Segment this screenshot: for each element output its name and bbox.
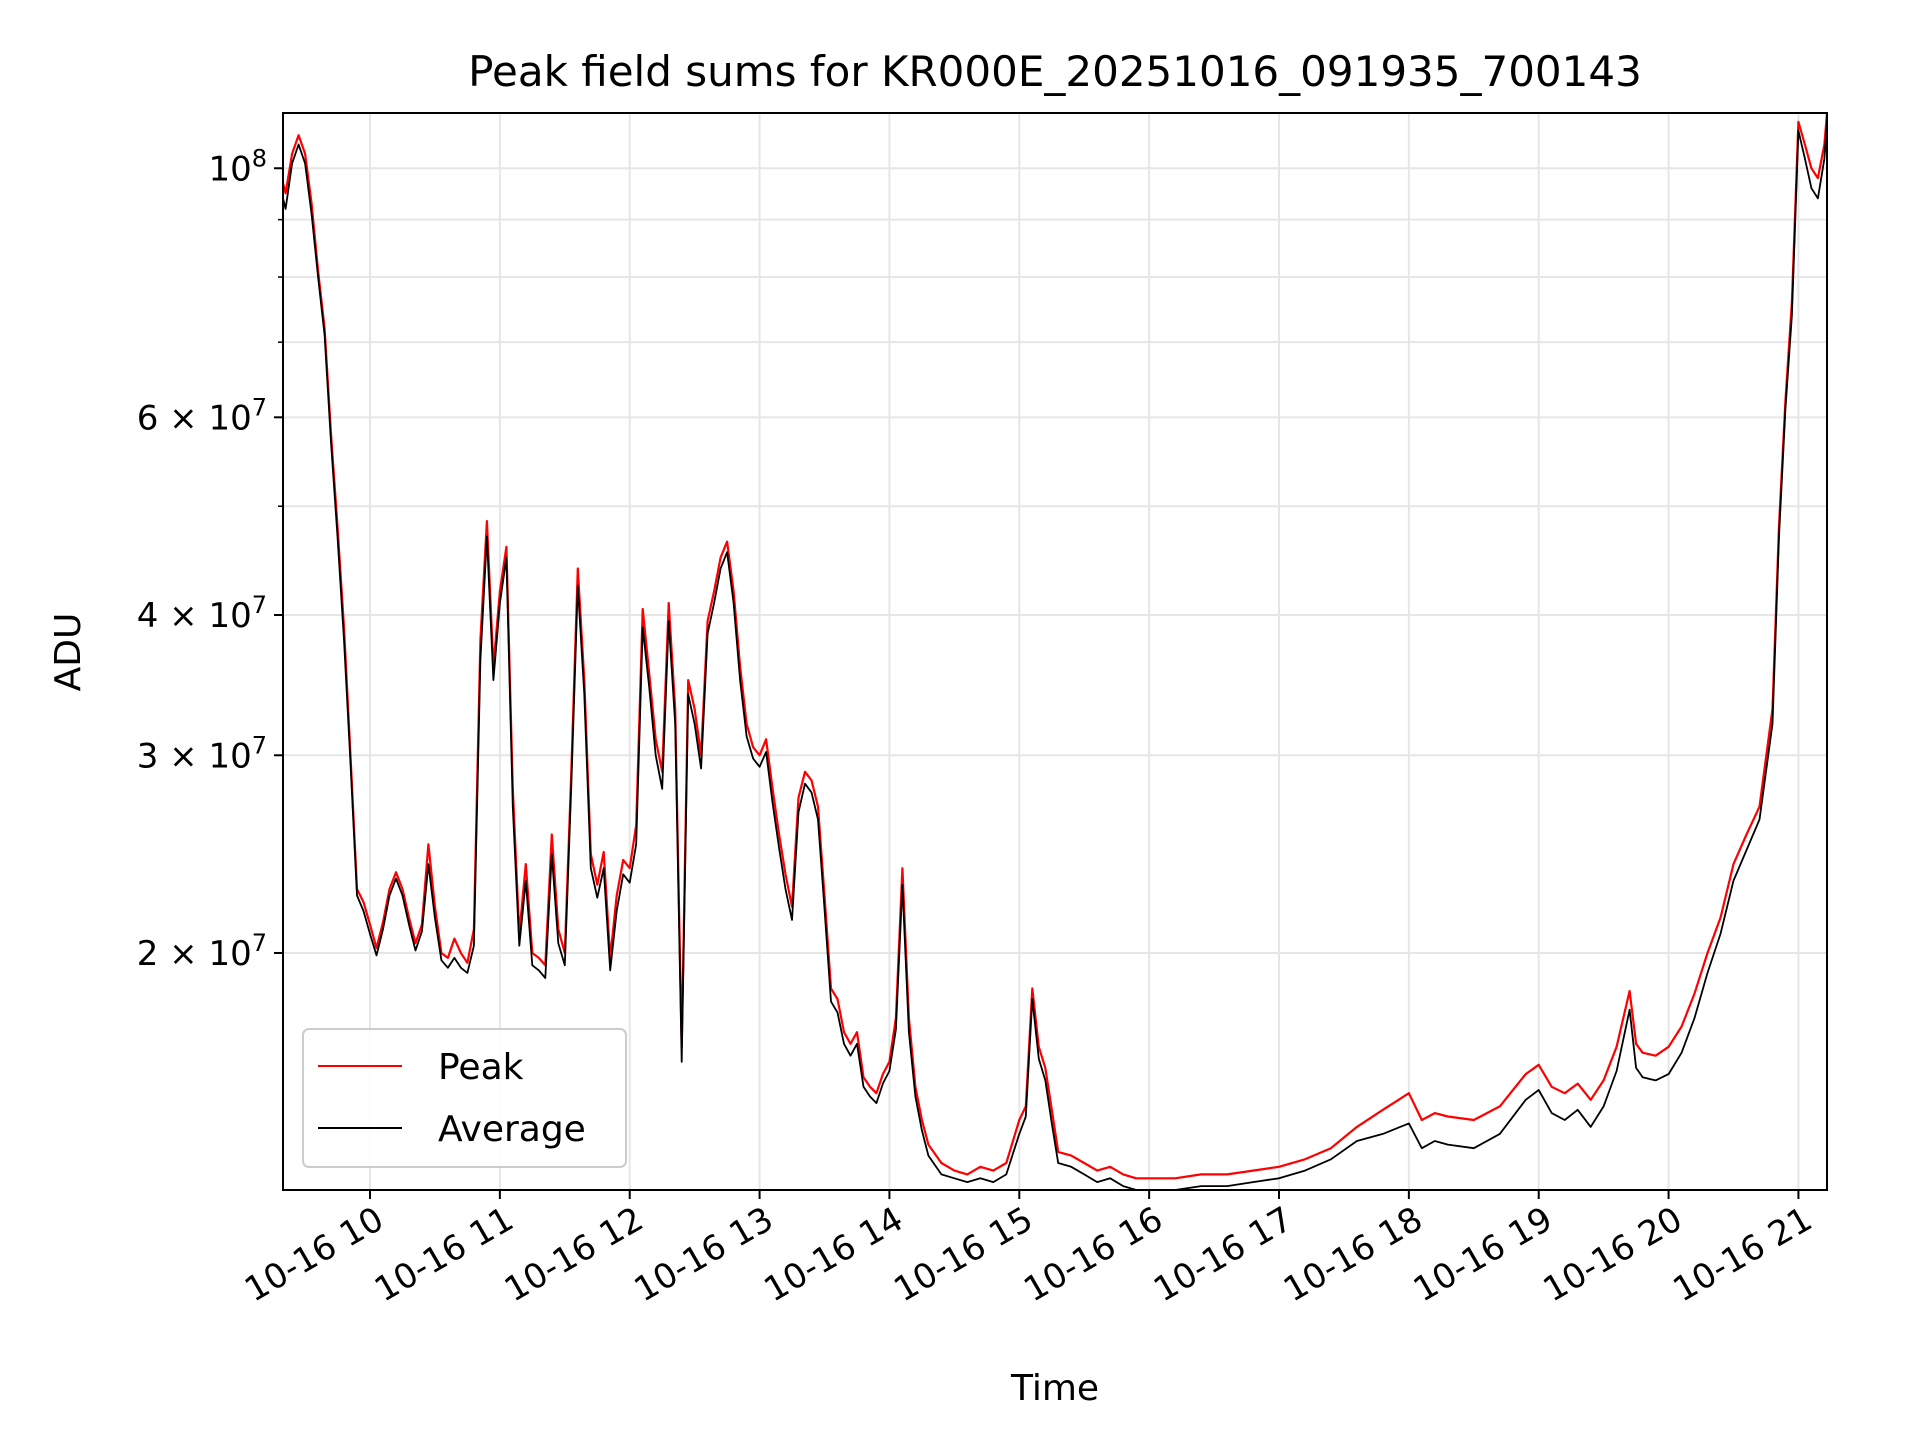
legend-average-label: Average bbox=[438, 1109, 586, 1150]
grid-lines bbox=[283, 113, 1827, 1190]
y-tick-label: 108 bbox=[208, 144, 267, 189]
y-tick-label: 2 × 107 bbox=[137, 929, 267, 974]
x-tick-label: 10-16 14 bbox=[758, 1199, 910, 1310]
x-tick-label: 10-16 11 bbox=[368, 1199, 520, 1310]
x-tick-label: 10-16 21 bbox=[1667, 1199, 1819, 1310]
x-tick-label: 10-16 13 bbox=[628, 1199, 780, 1310]
x-tick-label: 10-16 17 bbox=[1147, 1199, 1299, 1310]
series-line-peak bbox=[283, 113, 1827, 1180]
x-tick-label: 10-16 16 bbox=[1017, 1199, 1169, 1310]
plot-area bbox=[282, 112, 1828, 1191]
x-tick-label: 10-16 12 bbox=[498, 1199, 650, 1310]
x-tick-label: 10-16 15 bbox=[887, 1199, 1039, 1310]
x-tick-label: 10-16 10 bbox=[238, 1199, 390, 1310]
legend-box bbox=[302, 1028, 627, 1168]
x-tick-label: 10-16 20 bbox=[1537, 1199, 1689, 1310]
x-tick-label: 10-16 19 bbox=[1407, 1199, 1559, 1310]
y-tick-label: 6 × 107 bbox=[137, 393, 267, 438]
chart-title: Peak field sums for KR000E_20251016_0919… bbox=[468, 47, 1642, 96]
legend-peak-label: Peak bbox=[438, 1047, 524, 1088]
x-tick-label: 10-16 18 bbox=[1277, 1199, 1429, 1310]
y-tick-label: 3 × 107 bbox=[137, 731, 267, 776]
plot-series bbox=[283, 113, 1827, 1190]
series-line-average bbox=[283, 121, 1827, 1190]
x-axis-label: Time bbox=[1010, 1368, 1099, 1409]
legend: Peak Average bbox=[302, 1028, 627, 1168]
y-tick-label: 4 × 107 bbox=[137, 591, 267, 636]
y-axis-label: ADU bbox=[48, 613, 89, 692]
